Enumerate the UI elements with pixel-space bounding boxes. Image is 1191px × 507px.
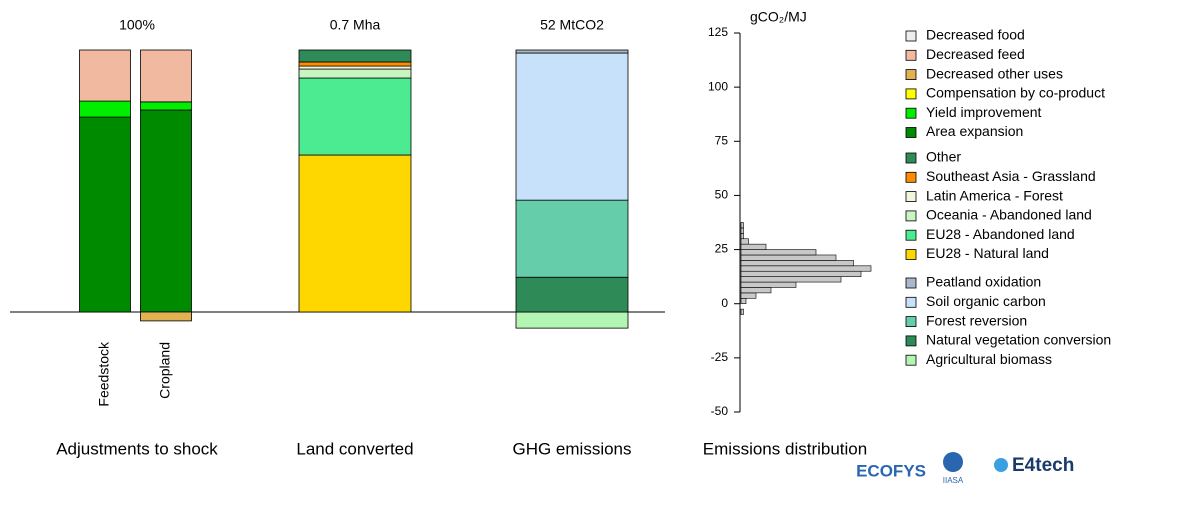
legend-label: Yield improvement	[926, 104, 1042, 120]
legend-label: Decreased feed	[926, 46, 1025, 62]
histogram-bar	[740, 281, 797, 288]
y-tick-label: 100	[708, 79, 728, 93]
histogram-bar	[740, 254, 837, 261]
legend-swatch	[905, 277, 917, 289]
y-tick-label: 25	[715, 242, 729, 256]
legend-swatch	[905, 30, 917, 42]
histogram-bar	[740, 270, 862, 277]
legend-label: Soil organic carbon	[926, 293, 1046, 309]
bar-segment	[140, 109, 192, 313]
axis-label: gCO₂/MJ	[750, 9, 807, 25]
legend-label: Natural vegetation conversion	[926, 332, 1111, 348]
histogram-bar	[740, 243, 767, 250]
legend-label: Forest reversion	[926, 312, 1027, 328]
bar-segment	[515, 199, 629, 278]
histogram-bar	[740, 287, 772, 294]
panel-title: GHG emissions	[512, 439, 631, 458]
y-tick-label: -50	[711, 404, 729, 418]
legend-label: Other	[926, 149, 961, 165]
bar-segment	[298, 68, 412, 79]
panel-subtitle: 52 MtCO2	[540, 17, 604, 33]
histogram-bar	[740, 227, 744, 234]
y-tick-label: 75	[715, 133, 729, 147]
logo-icon	[943, 452, 963, 472]
y-tick-label: 125	[708, 25, 728, 39]
legend-swatch	[905, 107, 917, 119]
histogram-bar	[740, 260, 854, 267]
legend-swatch	[905, 229, 917, 241]
bar-segment	[140, 311, 192, 322]
histogram-bar	[740, 276, 842, 283]
bar-segment	[140, 101, 192, 111]
logo: ECOFYS	[856, 461, 926, 480]
bar-segment	[298, 61, 412, 67]
histogram-bar	[740, 265, 872, 272]
bar-segment	[298, 154, 412, 313]
logo-icon	[994, 458, 1008, 472]
panel-title: Adjustments to shock	[56, 439, 218, 458]
bar-segment	[515, 52, 629, 201]
histogram-bar	[740, 292, 757, 299]
logo: E4tech	[1012, 455, 1074, 476]
legend-swatch	[905, 88, 917, 100]
legend-swatch	[905, 210, 917, 222]
legend-swatch	[905, 316, 917, 328]
legend-swatch	[905, 69, 917, 80]
legend-label: Oceania - Abandoned land	[926, 207, 1092, 223]
category-label: Cropland	[157, 342, 173, 399]
histogram-bar	[740, 297, 747, 305]
bar-segment	[140, 49, 192, 103]
legend-label: Decreased food	[926, 27, 1025, 43]
legend-label: Agricultural biomass	[926, 351, 1052, 367]
legend-label: Decreased other uses	[926, 65, 1063, 81]
legend-label: Compensation by co-product	[926, 85, 1105, 101]
legend-swatch	[905, 191, 917, 203]
legend-swatch	[905, 354, 917, 366]
bar-segment	[515, 276, 629, 313]
bar-segment	[515, 49, 629, 54]
y-tick-label: 50	[715, 188, 729, 202]
legend-label: Peatland oxidation	[926, 274, 1041, 290]
legend-swatch	[905, 152, 917, 164]
panel-subtitle: 0.7 Mha	[330, 17, 381, 33]
y-tick-label: 0	[721, 296, 728, 310]
legend-swatch	[905, 127, 917, 138]
legend-swatch	[905, 49, 917, 61]
logo: IIASA	[943, 476, 964, 485]
legend-swatch	[905, 249, 917, 260]
legend-label: EU28 - Abandoned land	[926, 226, 1075, 242]
bar-segment	[515, 311, 629, 329]
histogram-bar	[740, 249, 817, 256]
bar-segment	[298, 65, 412, 70]
bar-segment	[298, 77, 412, 156]
legend-label: EU28 - Natural land	[926, 245, 1049, 261]
histogram-bar	[740, 238, 749, 245]
histogram-bar	[740, 222, 744, 229]
histogram-bar	[740, 308, 744, 315]
histogram-bar	[740, 233, 744, 240]
legend-label: Area expansion	[926, 123, 1023, 139]
legend-label: Southeast Asia - Grassland	[926, 168, 1096, 184]
bar-segment	[298, 49, 412, 63]
bar-segment	[79, 49, 131, 102]
bar-segment	[79, 100, 131, 118]
y-tick-label: -25	[711, 350, 729, 364]
bar-segment	[79, 116, 131, 313]
panel-subtitle: 100%	[119, 17, 155, 33]
legend-swatch	[905, 296, 917, 308]
panel-title: Land converted	[296, 439, 413, 458]
legend-swatch	[905, 335, 917, 347]
legend-label: Latin America - Forest	[926, 187, 1063, 203]
panel-title: Emissions distribution	[703, 439, 867, 458]
legend-swatch	[905, 171, 917, 183]
category-label: Feedstock	[96, 341, 112, 407]
